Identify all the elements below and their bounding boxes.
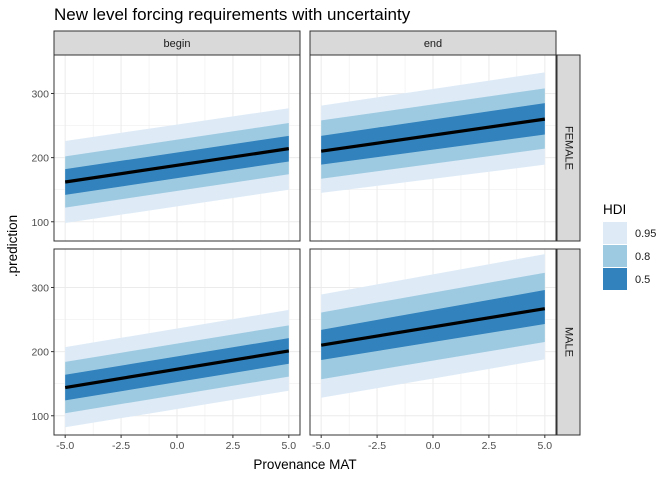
facet-strip-label-female: FEMALE: [563, 126, 575, 170]
legend-key-08: [603, 245, 627, 267]
panel-begin-female: [53, 54, 301, 242]
legend-title: HDI: [603, 202, 626, 217]
facet-strip-label-begin: begin: [164, 38, 191, 50]
x-tick-label: -5.0: [312, 440, 330, 452]
panel-border: [309, 54, 557, 242]
chart-title: New level forcing requirements with unce…: [54, 5, 411, 24]
y-tick-label: 100: [31, 217, 49, 229]
legend-label-08: 0.8: [635, 251, 650, 263]
legend-key-095: [603, 222, 627, 244]
hdi-ribbon-05: [321, 290, 545, 360]
facet-strip-end: [309, 30, 557, 56]
facet-strip-label-end: end: [424, 38, 442, 50]
median-line: [320, 307, 546, 347]
panel-begin-male: [53, 248, 301, 436]
y-tick-label: 100: [31, 411, 49, 423]
median-line: [320, 117, 546, 153]
y-axis-title: .prediction: [5, 215, 20, 277]
y-tick-label: 300: [31, 88, 49, 100]
y-tick-label: 200: [31, 347, 49, 359]
y-tick-label: 300: [31, 282, 49, 294]
facet-strip-male: [556, 248, 581, 436]
facet-strip-female: [556, 54, 581, 242]
median-line: [64, 349, 290, 390]
x-tick-label: 5.0: [538, 440, 553, 452]
x-tick-label: -2.5: [368, 440, 386, 452]
x-tick-label: 0.0: [170, 440, 185, 452]
median-line: [64, 147, 290, 184]
x-tick-label: -2.5: [112, 440, 130, 452]
x-tick-label: -5.0: [56, 440, 74, 452]
panels-layer: begin end FEMALE MALE: [53, 30, 581, 436]
legend-label-095: 0.95: [635, 228, 656, 240]
panel-end-female: [309, 54, 557, 242]
x-tick-label: 2.5: [482, 440, 497, 452]
facet-strip-label-male: MALE: [563, 327, 575, 357]
legend-label-05: 0.5: [635, 274, 650, 286]
legend-key-05: [603, 268, 627, 290]
legend: HDI 0.95 0.8 0.5: [603, 202, 656, 290]
x-tick-label: 0.0: [426, 440, 441, 452]
panel-border: [53, 54, 301, 242]
axes-layer: 100 200 300 100 200 300 -5.0 -2.5 0.0 2.5 5.0 -5.0 -…: [31, 88, 552, 452]
x-axis-title: Provenance MAT: [253, 457, 356, 472]
x-tick-label: 5.0: [282, 440, 297, 452]
y-tick-label: 200: [31, 153, 49, 165]
facet-strip-begin: [53, 30, 301, 56]
panel-end-male: [309, 248, 557, 436]
x-tick-label: 2.5: [226, 440, 241, 452]
